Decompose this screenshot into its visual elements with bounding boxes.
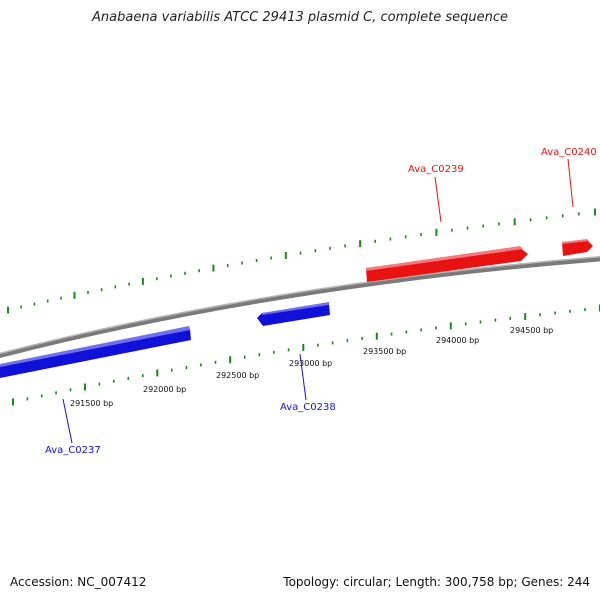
- tick-label-294500: 294500 bp: [510, 326, 553, 335]
- leader-Ava_C0237: [62, 398, 73, 444]
- tick-label-291500: 291500 bp: [70, 399, 113, 408]
- gene-Ava_C0237[interactable]: [0, 326, 191, 378]
- map-title: Anabaena variabilis ATCC 29413 plasmid C…: [92, 10, 508, 25]
- gene-Ava_C0238[interactable]: [257, 302, 330, 326]
- outer-tick-track: [7, 208, 596, 314]
- gene-Ava_C0239[interactable]: [366, 246, 528, 282]
- gene-label-Ava_C0240[interactable]: Ava_C0240: [541, 147, 597, 158]
- tick-label-294000: 294000 bp: [436, 336, 479, 345]
- leader-Ava_C0240: [567, 158, 574, 208]
- inner-tick-track: [12, 304, 600, 406]
- tick-label-292500: 292500 bp: [216, 371, 259, 380]
- tick-label-293500: 293500 bp: [363, 347, 406, 356]
- gene-Ava_C0240[interactable]: [562, 239, 593, 256]
- sequence-backbone: [0, 256, 600, 359]
- gene-label-Ava_C0239[interactable]: Ava_C0239: [408, 164, 464, 175]
- tick-label-293000: 293000 bp: [289, 359, 332, 368]
- sequence-backbone-highlight: [0, 256, 600, 355]
- gene-label-Ava_C0238[interactable]: Ava_C0238: [280, 402, 336, 413]
- leader-Ava_C0239: [434, 176, 442, 223]
- leader-Ava_C0238: [299, 353, 307, 401]
- gene-label-Ava_C0237[interactable]: Ava_C0237: [45, 445, 101, 456]
- accession-label: Accession: NC_007412: [10, 575, 147, 589]
- tick-label-292000: 292000 bp: [143, 385, 186, 394]
- topology-label: Topology: circular; Length: 300,758 bp; …: [283, 575, 590, 589]
